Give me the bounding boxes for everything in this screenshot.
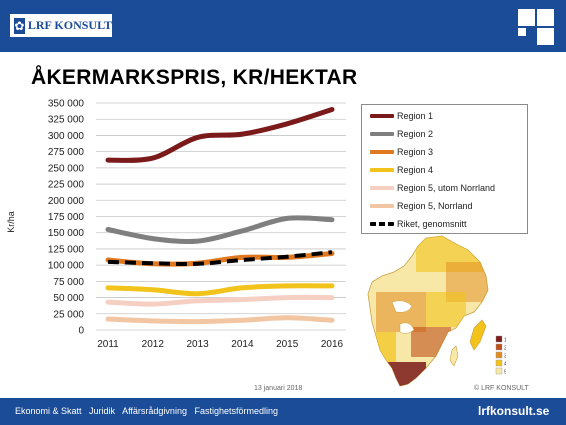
legend-label: Region 1 <box>397 111 434 121</box>
map-legend-label: 2 <box>504 346 506 352</box>
logo-text: LRF KONSULT <box>27 18 112 32</box>
y-tick-label: 175 000 <box>48 212 85 223</box>
map-legend-label: 4 <box>504 362 506 368</box>
y-tick-label: 25 000 <box>53 309 84 320</box>
footer-link-ekonomi[interactable]: Ekonomi & Skatt <box>15 406 82 416</box>
y-tick-label: 350 000 <box>48 99 85 110</box>
series-line-region-5-utom-norrland <box>105 294 335 307</box>
footer-link-fastighetsformedling[interactable]: Fastighetsförmedling <box>194 406 279 416</box>
series-line-region-2 <box>105 215 335 245</box>
chart-title: ÅKERMARKSPRIS, KR/HEKTAR <box>31 66 358 89</box>
legend-item-riket-genomsnitt: Riket, genomsnitt <box>370 218 467 230</box>
y-tick-label: 275 000 <box>48 147 85 158</box>
series-line-region-5-norrland <box>105 315 335 325</box>
legend-item-region-3: Region 3 <box>370 146 433 158</box>
y-tick-label: 325 000 <box>48 115 85 126</box>
date-label: 13 januari 2018 <box>254 385 303 392</box>
series-line-riket-genomsnitt <box>107 250 333 267</box>
sweden-regions-map-icon: 1 2 3 4 5 <box>367 235 506 387</box>
lrf-flower-icon: ✿ <box>14 17 25 34</box>
map-legend-label: 1 <box>504 338 506 344</box>
map-legend-swatch <box>495 367 503 375</box>
chart-legend: Region 1 Region 2 Region 3 Region 4 Region 5… <box>361 104 528 234</box>
chart-series <box>105 107 335 325</box>
legend-item-region-1: Region 1 <box>370 110 433 122</box>
x-tick-label: 2016 <box>321 339 344 350</box>
legend-swatch <box>370 168 394 172</box>
map-legend: 1 2 3 4 5 <box>495 335 506 376</box>
map-legend-swatch <box>495 359 503 367</box>
header-bar: ✿ LRF KONSULT <box>0 0 566 52</box>
y-tick-label: 250 000 <box>48 163 85 174</box>
legend-label: Region 3 <box>397 147 434 157</box>
y-tick-label: 0 <box>78 326 84 337</box>
y-tick-label: 50 000 <box>53 293 84 304</box>
y-tick-label: 225 000 <box>48 180 85 191</box>
footer-website-link[interactable]: lrfkonsult.se <box>478 404 550 418</box>
legend-label: Riket, genomsnitt <box>397 219 467 229</box>
legend-label: Region 2 <box>397 129 434 139</box>
footer-links: Ekonomi & Skatt Juridik Affärsrådgivning… <box>15 406 283 416</box>
x-tick-label: 2013 <box>186 339 209 350</box>
y-axis-ticks: 0 25 000 50 000 75 000 100 000 125 000 150 000… <box>48 99 85 337</box>
x-tick-label: 2012 <box>142 339 165 350</box>
legend-swatch <box>370 132 394 136</box>
series-line-region-4 <box>105 283 335 297</box>
x-tick-label: 2014 <box>231 339 254 350</box>
map-legend-swatch <box>495 343 503 351</box>
company-logo[interactable]: ✿ LRF KONSULT <box>9 13 113 38</box>
y-tick-label: 100 000 <box>48 261 85 272</box>
y-tick-label: 300 000 <box>48 131 85 142</box>
footer-link-affarsradgivning[interactable]: Affärsrådgivning <box>122 406 187 416</box>
legend-item-region-5-norrland: Region 5, Norrland <box>370 200 473 212</box>
map-legend-swatch <box>495 335 503 343</box>
footer-bar: Ekonomi & Skatt Juridik Affärsrådgivning… <box>0 398 566 425</box>
x-axis-ticks: 2011 2012 2013 2014 2015 2016 <box>97 339 343 350</box>
y-tick-label: 125 000 <box>48 244 85 255</box>
corner-squares-icon <box>518 9 554 45</box>
legend-swatch <box>370 114 394 118</box>
x-tick-label: 2011 <box>97 339 119 350</box>
legend-label: Region 5, Norrland <box>397 201 473 211</box>
legend-item-region-2: Region 2 <box>370 128 433 140</box>
y-tick-label: 150 000 <box>48 228 85 239</box>
footer-link-juridik[interactable]: Juridik <box>89 406 116 416</box>
series-line-region-1 <box>105 107 335 163</box>
map-legend-label: 5 <box>504 370 506 376</box>
legend-swatch <box>370 186 394 190</box>
legend-swatch <box>370 150 394 154</box>
legend-item-region-5-utom-norrland: Region 5, utom Norrland <box>370 182 495 194</box>
price-line-chart: 0 25 000 50 000 75 000 100 000 125 000 150 000… <box>6 99 346 350</box>
y-axis-label: Kr/ha <box>6 211 16 233</box>
legend-label: Region 4 <box>397 165 434 175</box>
x-tick-label: 2015 <box>276 339 299 350</box>
map-legend-label: 3 <box>504 354 506 360</box>
y-tick-label: 75 000 <box>53 277 84 288</box>
legend-item-region-4: Region 4 <box>370 164 433 176</box>
legend-label: Region 5, utom Norrland <box>397 183 496 193</box>
copyright-label: © LRF KONSULT <box>474 385 529 392</box>
y-tick-label: 200 000 <box>48 196 85 207</box>
map-legend-swatch <box>495 351 503 359</box>
legend-swatch <box>370 222 394 226</box>
legend-swatch <box>370 204 394 208</box>
